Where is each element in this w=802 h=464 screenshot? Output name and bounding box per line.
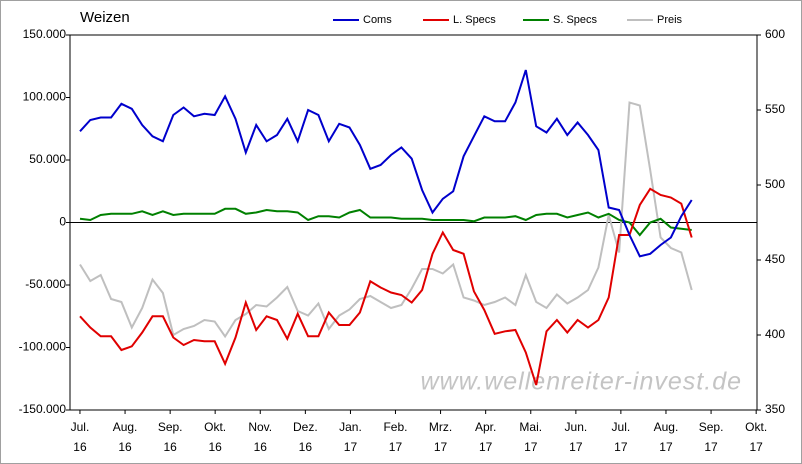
y-tick-label: 0: [59, 215, 66, 229]
x-tick-label: Apr.: [475, 420, 496, 434]
x-tick-year: 16: [254, 440, 268, 454]
x-tick-year: 16: [118, 440, 132, 454]
y-tick-label: -100.000: [19, 340, 67, 354]
chart-title: Weizen: [80, 9, 130, 26]
legend-text: S. Specs: [553, 14, 598, 26]
x-tick-year: 17: [479, 440, 493, 454]
y2-tick-label: 450: [765, 252, 785, 266]
x-tick-label: Dez.: [293, 420, 318, 434]
y-tick-label: -150.000: [19, 402, 67, 416]
x-tick-year: 17: [524, 440, 538, 454]
x-tick-label: Sep.: [699, 420, 724, 434]
x-tick-label: Mai.: [519, 420, 542, 434]
y-tick-label: -50.000: [25, 277, 66, 291]
x-tick-year: 17: [614, 440, 628, 454]
legend-text: Coms: [363, 14, 392, 26]
x-tick-year: 17: [344, 440, 358, 454]
x-tick-year: 16: [73, 440, 87, 454]
x-tick-label: Feb.: [383, 420, 407, 434]
y2-tick-label: 350: [765, 402, 785, 416]
x-tick-year: 16: [299, 440, 313, 454]
x-tick-year: 16: [208, 440, 222, 454]
x-tick-label: Jul.: [71, 420, 90, 434]
y2-tick-label: 600: [765, 27, 785, 41]
x-tick-label: Aug.: [113, 420, 138, 434]
x-tick-label: Jun.: [565, 420, 588, 434]
y-tick-label: 150.000: [23, 27, 67, 41]
y2-tick-label: 550: [765, 102, 785, 116]
y2-tick-label: 500: [765, 177, 785, 191]
x-tick-year: 17: [704, 440, 718, 454]
y-tick-label: 50.000: [29, 152, 66, 166]
series-line: [79, 207, 692, 237]
x-tick-year: 17: [659, 440, 673, 454]
x-tick-year: 17: [569, 440, 583, 454]
legend-text: Preis: [657, 14, 683, 26]
series-line: [79, 101, 693, 339]
x-tick-label: Okt.: [745, 420, 767, 434]
x-tick-year: 17: [434, 440, 448, 454]
x-tick-year: 16: [163, 440, 177, 454]
x-tick-label: Jul.: [612, 420, 631, 434]
series-line: [79, 69, 693, 258]
x-tick-label: Mrz.: [429, 420, 452, 434]
x-tick-label: Okt.: [204, 420, 226, 434]
x-tick-label: Nov.: [248, 420, 272, 434]
watermark: www.wellenreiter-invest.de: [421, 368, 743, 396]
x-tick-label: Sep.: [158, 420, 183, 434]
legend-text: L. Specs: [453, 14, 496, 26]
x-tick-label: Aug.: [654, 420, 679, 434]
series-line: [79, 187, 693, 386]
x-tick-label: Jan.: [339, 420, 362, 434]
x-tick-year: 17: [749, 440, 763, 454]
x-tick-year: 17: [389, 440, 403, 454]
y-tick-label: 100.000: [23, 90, 67, 104]
y2-tick-label: 400: [765, 327, 785, 341]
